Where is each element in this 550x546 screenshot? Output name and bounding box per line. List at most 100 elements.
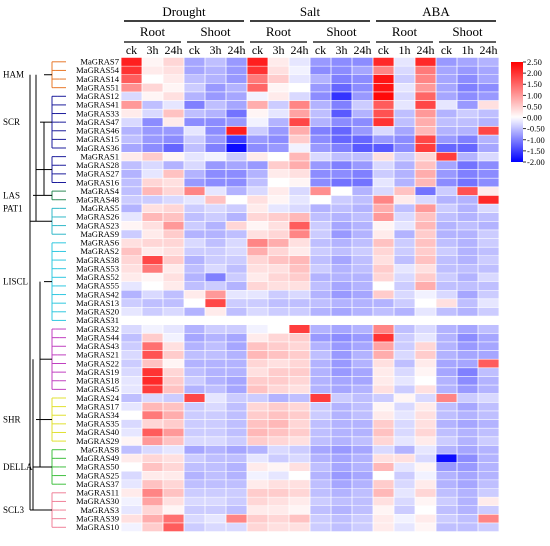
heatmap-cell xyxy=(121,238,143,248)
heatmap-cell xyxy=(436,152,458,162)
heatmap-cell xyxy=(247,462,269,472)
heatmap-cell xyxy=(415,393,437,403)
heatmap-cell xyxy=(310,522,332,532)
heatmap-cell xyxy=(184,247,206,256)
heatmap-cell xyxy=(142,471,164,480)
heatmap-cell xyxy=(478,221,500,230)
heatmap-cell xyxy=(394,91,416,101)
heatmap-cell xyxy=(394,100,416,110)
heatmap-cell xyxy=(226,74,248,84)
heatmap-cell xyxy=(310,290,332,299)
gene-label: MaGRAS12 xyxy=(76,91,119,101)
heatmap-cell xyxy=(226,419,248,429)
heatmap-cell xyxy=(289,221,311,230)
heatmap-cell xyxy=(184,454,206,463)
heatmap-cell xyxy=(373,212,395,222)
heatmap-cell xyxy=(142,298,164,308)
heatmap-cell xyxy=(352,402,374,412)
heatmap-cell xyxy=(121,290,143,299)
heatmap-cell xyxy=(205,186,227,196)
heatmap-cell xyxy=(373,505,395,515)
heatmap-cell xyxy=(163,367,185,377)
heatmap-cell xyxy=(163,479,185,489)
heatmap-cell xyxy=(163,402,185,412)
heatmap-cell xyxy=(163,126,185,136)
heatmap-cell xyxy=(226,57,248,67)
heatmap-cell xyxy=(436,195,458,205)
heatmap-cell xyxy=(394,505,416,515)
heatmap-cell xyxy=(373,514,395,524)
heatmap-cell xyxy=(457,385,479,394)
heatmap-cell xyxy=(352,367,374,377)
heatmap-cell xyxy=(184,298,206,308)
heatmap-cell xyxy=(415,324,437,334)
heatmap-cell xyxy=(184,488,206,498)
heatmap-cell xyxy=(373,91,395,101)
heatmap-cell xyxy=(352,273,374,282)
heatmap-cell xyxy=(457,109,479,118)
heatmap-cell xyxy=(436,57,458,67)
gene-label: MaGRAS44 xyxy=(76,332,120,342)
heatmap-cell xyxy=(268,238,290,248)
heatmap-cell xyxy=(163,522,185,532)
heatmap-cell xyxy=(373,229,395,239)
heatmap-cell xyxy=(184,160,206,170)
heatmap-cell xyxy=(478,238,500,248)
heatmap-cell xyxy=(373,350,395,360)
heatmap-cell xyxy=(394,212,416,222)
heatmap-cell xyxy=(247,212,269,222)
tissue-label: Root xyxy=(392,24,418,39)
heatmap-cell xyxy=(184,100,206,110)
heatmap-cell xyxy=(142,126,164,136)
heatmap-cell xyxy=(226,522,248,532)
heatmap-cell xyxy=(352,169,374,179)
heatmap-cell xyxy=(331,445,353,455)
heatmap-cell xyxy=(352,497,374,506)
heatmap-cell xyxy=(247,522,269,532)
heatmap-cell xyxy=(226,247,248,256)
heatmap-cell xyxy=(247,195,269,205)
heatmap-cell xyxy=(163,428,185,437)
heatmap-cell xyxy=(121,126,143,136)
heatmap-cell xyxy=(226,367,248,377)
gene-label: MaGRAS29 xyxy=(76,436,119,446)
gene-label: MaGRAS17 xyxy=(76,401,120,411)
heatmap-cell xyxy=(205,445,227,455)
heatmap-cell xyxy=(289,247,311,256)
gene-label: MaGRAS8 xyxy=(80,444,119,454)
heatmap-cell xyxy=(310,410,332,420)
heatmap-cell xyxy=(373,204,395,213)
heatmap-cell xyxy=(247,393,269,403)
heatmap-cell xyxy=(268,169,290,179)
heatmap-cell xyxy=(331,169,353,179)
heatmap-cell xyxy=(268,221,290,230)
heatmap-cell xyxy=(394,195,416,205)
heatmap-cell xyxy=(163,100,185,110)
heatmap-cell xyxy=(436,229,458,239)
timepoint-label: ck xyxy=(441,43,452,57)
heatmap-cell xyxy=(310,281,332,291)
heatmap-cell xyxy=(352,307,374,317)
heatmap-cell xyxy=(205,393,227,403)
heatmap-cell xyxy=(394,66,416,75)
heatmap-cell xyxy=(142,135,164,144)
heatmap-cell xyxy=(352,436,374,446)
heatmap-cell xyxy=(205,238,227,248)
heatmap-cell xyxy=(289,393,311,403)
heatmap-cell xyxy=(352,290,374,299)
heatmap-cell xyxy=(184,402,206,412)
gene-label: MaGRAS15 xyxy=(76,134,119,144)
subfamily-label: LAS xyxy=(3,190,20,200)
heatmap-cell xyxy=(184,74,206,84)
heatmap-cell xyxy=(457,143,479,153)
heatmap-cell xyxy=(352,428,374,437)
subfamily-label: LISCL xyxy=(3,277,28,287)
heatmap-cell xyxy=(226,497,248,506)
heatmap-cell xyxy=(352,264,374,274)
heatmap-cell xyxy=(268,255,290,265)
heatmap-cell xyxy=(415,479,437,489)
heatmap-cell xyxy=(310,479,332,489)
heatmap-cell xyxy=(373,522,395,532)
heatmap-cell xyxy=(289,83,311,93)
timepoint-label: 24h xyxy=(417,43,435,57)
